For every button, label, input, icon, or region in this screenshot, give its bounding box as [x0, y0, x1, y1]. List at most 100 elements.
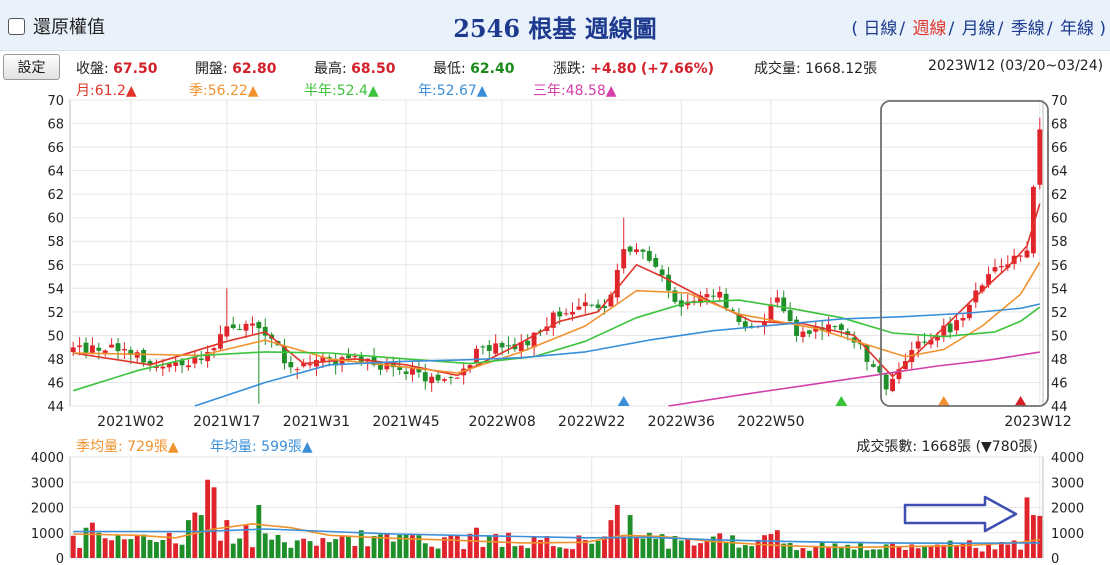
- candle-body: [179, 360, 185, 366]
- candle: [224, 288, 230, 340]
- candle: [762, 313, 767, 335]
- candle-body: [205, 351, 211, 362]
- checkbox-box[interactable]: [8, 17, 25, 35]
- candle: [205, 345, 211, 368]
- candles: [70, 117, 1043, 404]
- volume-bar: [877, 549, 883, 558]
- candle-body: [627, 246, 633, 252]
- volume-bar: [115, 535, 121, 558]
- volume-bar: [166, 532, 172, 558]
- volume-bar: [819, 541, 825, 558]
- volume-bar: [256, 504, 262, 558]
- candle-body: [141, 350, 147, 363]
- candle: [582, 293, 588, 314]
- period-link-month[interactable]: 月線: [961, 19, 996, 39]
- volume-bar: [736, 547, 742, 558]
- close-label: 收盤:: [76, 61, 109, 77]
- candle: [998, 258, 1004, 274]
- price-tick-left: 54: [47, 282, 64, 297]
- price-plot-area: [69, 99, 1044, 407]
- volume-tick-left: 1000: [31, 527, 64, 542]
- volume-quarter-avg: 季均量: 729張▲: [76, 439, 179, 455]
- period-close-paren: ): [1099, 19, 1106, 39]
- volume-bar: [339, 536, 345, 558]
- candle-body: [602, 306, 607, 308]
- volume-bar: [153, 542, 159, 558]
- low-label: 最低:: [433, 61, 466, 77]
- candle-body: [294, 369, 300, 371]
- candle-body: [736, 313, 742, 323]
- candle: [768, 297, 774, 322]
- price-tick-right: 52: [1051, 306, 1068, 321]
- candle-body: [787, 310, 793, 322]
- candle-body: [192, 357, 198, 364]
- candle: [838, 322, 844, 337]
- volume-bar: [794, 550, 799, 558]
- candle: [410, 360, 415, 382]
- volume-bar: [77, 547, 83, 558]
- volume-bar: [531, 537, 537, 558]
- volume-bar: [333, 539, 339, 558]
- candle-body: [640, 249, 646, 252]
- candle: [486, 340, 492, 360]
- volume-bar: [185, 520, 191, 558]
- candle-body: [550, 312, 556, 328]
- volume-bar: [83, 527, 89, 558]
- candle: [192, 350, 198, 369]
- period-link-quarter[interactable]: 季線: [1010, 19, 1045, 39]
- ma-cross-marker: [835, 396, 848, 406]
- candle: [781, 290, 787, 314]
- volume-bar: [678, 540, 684, 558]
- price-tick-right: 44: [1051, 400, 1068, 415]
- candle-body: [346, 355, 351, 359]
- volume-bar: [902, 549, 908, 558]
- period-link-year[interactable]: 年線: [1059, 19, 1094, 39]
- candle: [614, 263, 620, 305]
- volume-bar: [672, 536, 678, 558]
- volume-bar: [762, 535, 767, 558]
- candle: [250, 316, 255, 335]
- volume-bar: [704, 539, 710, 558]
- volume-bar: [806, 550, 812, 558]
- candle-body: [89, 345, 95, 353]
- volume-bar: [723, 541, 729, 558]
- candle-body: [742, 321, 748, 328]
- period-link-day[interactable]: 日線: [863, 19, 898, 39]
- volume-bar: [659, 534, 665, 558]
- price-tick-right: 62: [1051, 188, 1068, 203]
- candle-body: [499, 343, 505, 348]
- candle: [198, 351, 204, 365]
- volume-bar: [454, 536, 460, 558]
- volume-bar: [800, 548, 806, 558]
- volume-bar: [121, 539, 127, 558]
- candle: [1018, 255, 1024, 262]
- price-tick-left: 44: [47, 400, 64, 415]
- candle: [307, 355, 313, 369]
- volume-bar: [550, 546, 556, 558]
- candle: [896, 362, 902, 384]
- settings-button[interactable]: 設定: [3, 54, 60, 80]
- volume-bar: [646, 532, 652, 558]
- candle-body: [448, 377, 454, 379]
- candle-body: [480, 346, 486, 348]
- volume-bar: [70, 535, 76, 558]
- volume-bar: [173, 543, 179, 558]
- volume-bar: [589, 543, 595, 558]
- quote-change: 漲跌: +4.80 (+7.66%): [553, 58, 714, 78]
- volume-bar: [269, 539, 275, 558]
- restore-rights-label: 還原權值: [33, 17, 105, 38]
- candle-body: [992, 267, 998, 272]
- volume-bar: [371, 535, 377, 558]
- candle: [883, 372, 889, 396]
- candle-body: [250, 323, 255, 326]
- candle-body: [1024, 250, 1030, 258]
- price-tick-left: 52: [47, 306, 64, 321]
- volume-avg-line-0: [73, 523, 1040, 549]
- volume-bar: [205, 479, 211, 558]
- period-selector: ( 日線 / 週線 / 月線 / 季線 / 年線 ): [851, 19, 1106, 39]
- volume-tick-right: 4000: [1051, 451, 1084, 466]
- low-value: 62.40: [470, 61, 515, 77]
- period-link-week[interactable]: 週線: [912, 19, 947, 39]
- restore-rights-checkbox[interactable]: 還原權值: [8, 13, 105, 39]
- volume-bar: [934, 544, 940, 558]
